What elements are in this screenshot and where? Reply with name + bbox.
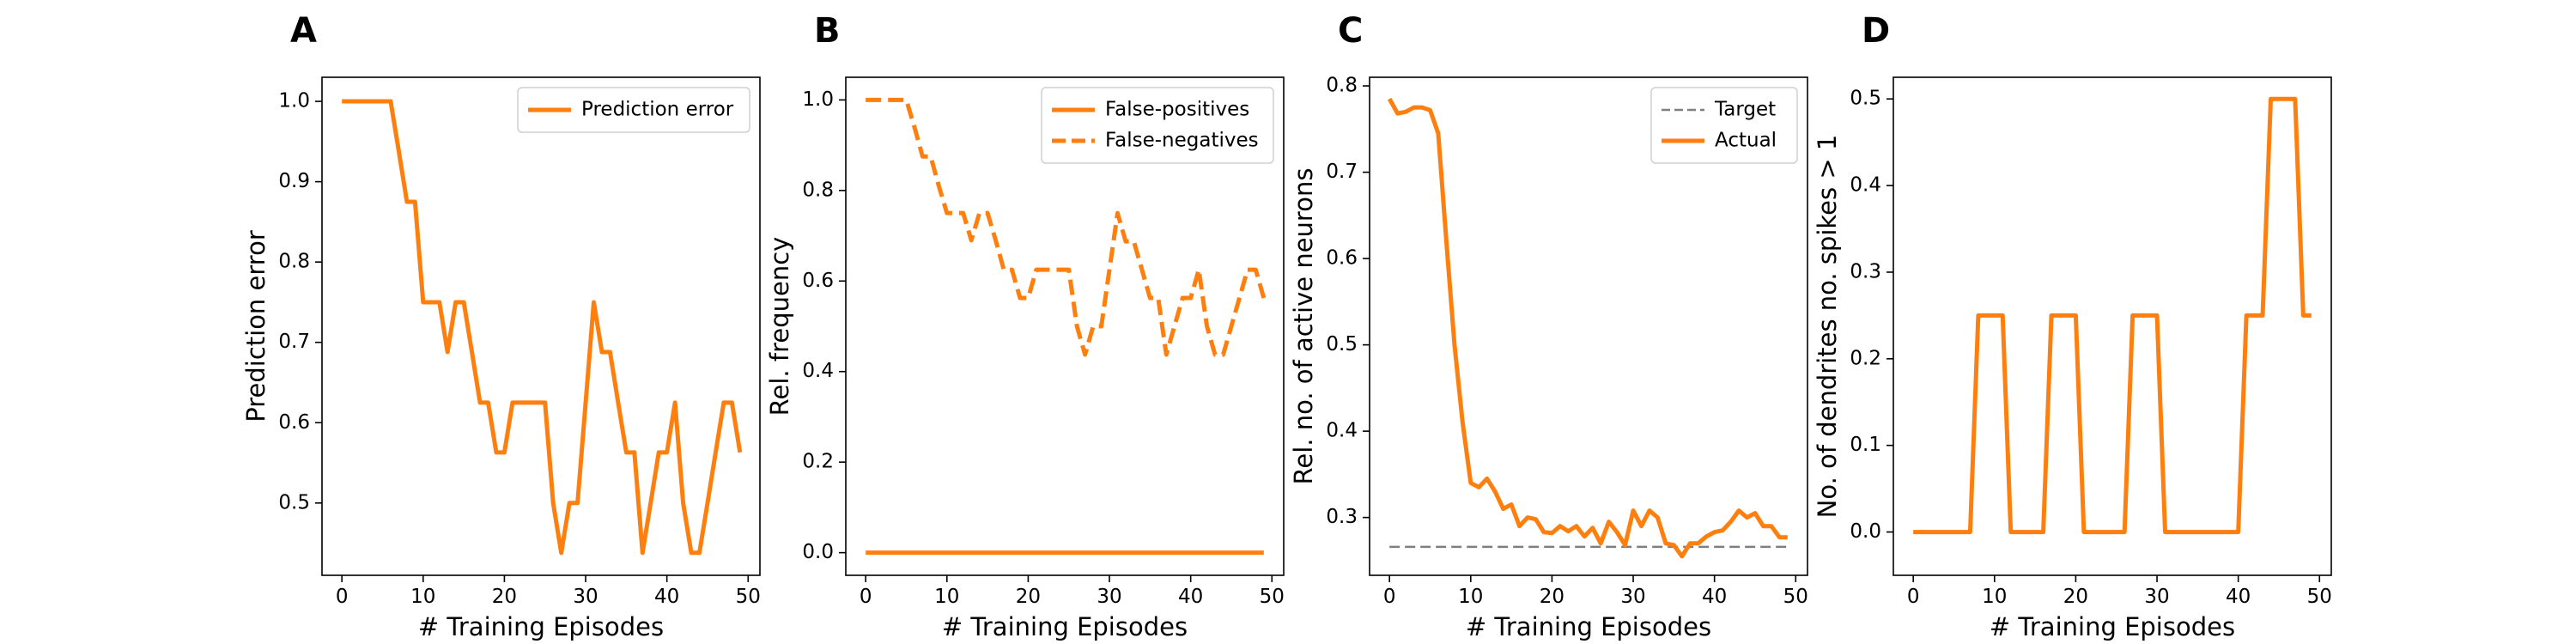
y-tick-label: 0.6 xyxy=(802,270,834,292)
legend-box xyxy=(1041,87,1274,164)
panel-letter: A xyxy=(290,11,317,51)
x-tick-label: 40 xyxy=(2226,586,2251,608)
legend: Target Actual xyxy=(1650,87,1798,164)
y-tick-label: 0.6 xyxy=(1326,247,1358,270)
y-tick-label: 0.0 xyxy=(802,541,834,563)
panel-letter: B xyxy=(814,11,841,51)
y-tick-label: 0.3 xyxy=(1326,506,1358,528)
y-axis-label: Prediction error xyxy=(241,230,270,422)
panel-letter: C xyxy=(1338,11,1363,51)
legend-entry: Prediction error xyxy=(581,99,734,121)
panel-a: A 0 10 20 30 40 50 0.5 0.6 0.7 0.8 0.9 1.0 # Training… xyxy=(241,11,761,641)
y-axis-label: Rel. no. of active neurons xyxy=(1289,168,1318,485)
x-tick-label: 50 xyxy=(2307,586,2332,608)
x-axis-label: # Training Episodes xyxy=(418,612,664,641)
axes-frame xyxy=(845,76,1285,576)
legend: Prediction error xyxy=(517,87,750,133)
y-tick-label: 0.1 xyxy=(1850,434,1881,456)
x-tick-label: 50 xyxy=(1260,586,1285,608)
x-tick-label: 40 xyxy=(1702,586,1727,608)
x-tick-label: 10 xyxy=(1458,586,1483,608)
x-tick-label: 0 xyxy=(860,586,872,608)
y-tick-label: 0.8 xyxy=(802,179,834,201)
y-tick-label: 1.0 xyxy=(802,88,834,111)
legend: False-positives False-negatives xyxy=(1041,87,1274,164)
x-tick-label: 10 xyxy=(934,586,959,608)
x-tick-label: 20 xyxy=(2063,586,2088,608)
x-axis-label: # Training Episodes xyxy=(1990,612,2235,641)
y-tick-label: 0.4 xyxy=(1850,174,1881,197)
x-tick-label: 50 xyxy=(1783,586,1808,608)
legend-entry: Actual xyxy=(1715,130,1777,152)
y-tick-label: 0.5 xyxy=(1326,333,1358,355)
axes-frame xyxy=(321,76,761,576)
y-axis-label: Rel. frequency xyxy=(765,237,794,416)
panel-b: B 0 10 20 30 40 50 0.0 0.2 0.4 0.6 0.8 1.0 # Training… xyxy=(765,11,1285,641)
y-tick-label: 0.0 xyxy=(1850,520,1881,543)
y-tick-label: 0.5 xyxy=(278,491,310,513)
y-axis-label: No. of dendrites no. spikes > 1 xyxy=(1813,135,1842,519)
x-tick-label: 50 xyxy=(736,586,761,608)
x-tick-label: 0 xyxy=(1907,586,1920,608)
legend-entry: Target xyxy=(1714,99,1776,121)
legend-box xyxy=(1650,87,1798,164)
y-tick-label: 0.7 xyxy=(1326,161,1358,183)
x-axis-label: # Training Episodes xyxy=(1466,612,1711,641)
y-tick-label: 1.0 xyxy=(278,90,310,112)
x-tick-label: 30 xyxy=(573,586,598,608)
x-tick-label: 40 xyxy=(654,586,679,608)
y-tick-label: 0.2 xyxy=(802,451,834,473)
x-tick-label: 0 xyxy=(1383,586,1396,608)
x-axis-label: # Training Episodes xyxy=(942,612,1188,641)
y-tick-label: 0.2 xyxy=(1850,347,1881,369)
legend-entry: False-positives xyxy=(1105,99,1249,121)
x-tick-label: 30 xyxy=(1097,586,1121,608)
y-tick-label: 0.6 xyxy=(278,411,310,434)
y-tick-label: 0.4 xyxy=(1326,420,1358,442)
x-tick-label: 20 xyxy=(1016,586,1041,608)
axes-frame xyxy=(1893,76,2332,576)
y-tick-label: 0.8 xyxy=(278,251,310,273)
x-tick-label: 10 xyxy=(1982,586,2007,608)
y-tick-label: 0.5 xyxy=(1850,88,1881,110)
x-tick-label: 10 xyxy=(410,586,435,608)
series-line-values xyxy=(1913,96,2312,535)
x-tick-label: 0 xyxy=(336,586,349,608)
panel-c: C 0 10 20 30 40 50 0.3 0.4 0.5 0.6 0.7 0.8 # Training… xyxy=(1289,11,1808,641)
panel-letter: D xyxy=(1862,11,1890,51)
x-tick-label: 40 xyxy=(1178,586,1203,608)
x-tick-label: 20 xyxy=(1540,586,1564,608)
y-tick-label: 0.8 xyxy=(1326,75,1358,97)
y-tick-label: 0.7 xyxy=(278,331,310,353)
series-line-prediction-error xyxy=(342,99,743,556)
legend-box xyxy=(517,87,750,133)
y-tick-label: 0.9 xyxy=(278,170,310,192)
legend-entry: False-negatives xyxy=(1105,130,1259,152)
panel-d: D 0 10 20 30 40 50 0.0 0.1 0.2 0.3 0.4 0.5 # Training… xyxy=(1813,11,2332,641)
x-tick-label: 20 xyxy=(492,586,517,608)
y-tick-label: 0.3 xyxy=(1850,260,1881,283)
x-tick-label: 30 xyxy=(1620,586,1645,608)
x-tick-label: 30 xyxy=(2144,586,2169,608)
series-line-actual xyxy=(1387,97,1788,559)
y-tick-label: 0.4 xyxy=(802,360,834,382)
axes-frame xyxy=(1369,76,1808,576)
series-line-false-negatives xyxy=(866,97,1267,357)
